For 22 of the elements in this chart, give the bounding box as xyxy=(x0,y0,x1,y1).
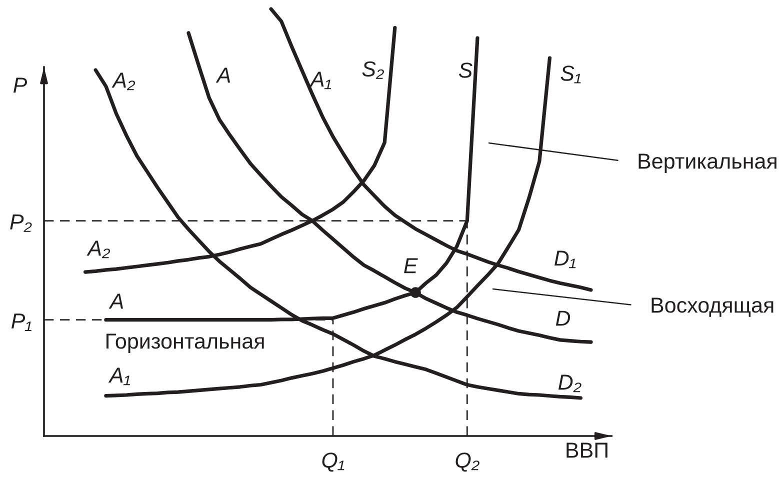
annotation: A xyxy=(216,68,230,83)
ref-line-label: P₂ xyxy=(10,214,32,232)
series-label: E xyxy=(404,258,418,274)
x-tick-label: Q₂ xyxy=(456,452,480,472)
series-label: D₁ xyxy=(554,250,576,268)
x-tick-label: Q₁ xyxy=(322,452,344,472)
annotation: A₁ xyxy=(108,368,130,386)
series-label: S₁ xyxy=(560,66,581,84)
series-label: S₂ xyxy=(362,61,384,79)
annotation: A xyxy=(108,294,124,309)
ref-line-label: P₁ xyxy=(12,314,32,331)
annotation: Горизонтальная xyxy=(106,334,264,354)
y-axis-title: P xyxy=(13,78,28,93)
series-label: S xyxy=(458,62,472,78)
annotation: A₂ xyxy=(86,240,110,258)
text: Восходящая xyxy=(652,298,774,317)
annotation: A₁ xyxy=(309,72,332,90)
series-label: D xyxy=(556,310,570,326)
text: Вертикальная xyxy=(638,154,776,174)
annotation: A₂ xyxy=(112,72,136,90)
x-axis-title: ВВП xyxy=(566,442,608,458)
series-label: D₂ xyxy=(558,374,582,392)
